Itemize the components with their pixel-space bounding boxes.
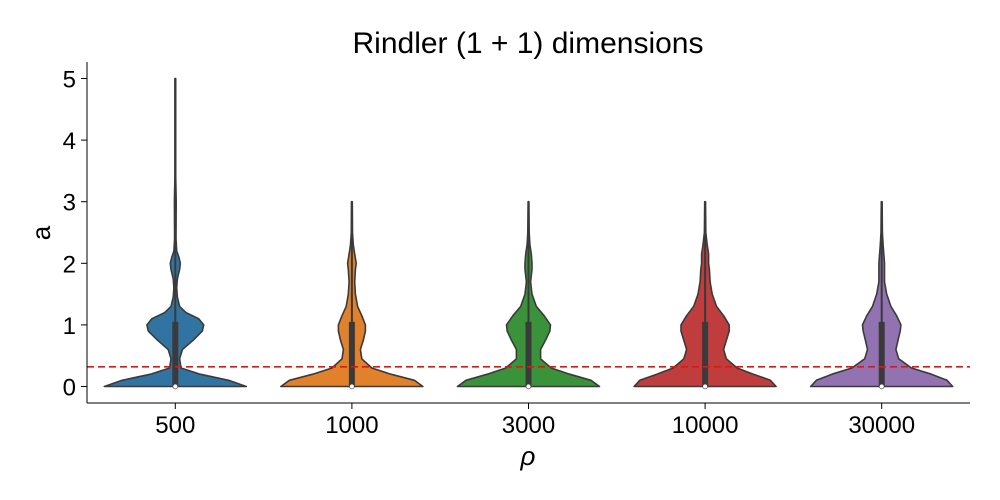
y-tick-label: 4 [63,128,76,155]
y-tick-label: 0 [63,375,76,402]
violin-median-dot [172,383,179,390]
y-ticks: 0 1 2 3 4 5 [63,67,87,402]
violin-median-dot [878,383,885,390]
violin-10000 [633,200,777,390]
x-tick-label: 10000 [672,412,739,439]
y-tick-label: 5 [63,67,76,94]
y-tick-label: 3 [63,190,76,217]
y-tick-label: 1 [63,313,76,340]
chart-title: Rindler (1 + 1) dimensions [353,27,704,60]
violin-30000 [809,200,954,390]
x-tick-label: 30000 [848,412,915,439]
x-axis-label: ρ [520,441,536,471]
violin-median-dot [702,383,708,390]
y-axis-label: a [26,225,56,240]
x-tick-label: 500 [155,412,195,439]
y-tick-label: 2 [63,251,76,278]
x-ticks: 500 1000 3000 10000 30000 [155,403,915,439]
violin-1000 [280,200,424,390]
x-tick-label: 3000 [502,412,555,439]
violins-group [103,77,954,390]
violin-3000 [456,200,601,390]
violin-median-dot [349,383,355,390]
violin-median-dot [525,383,532,390]
violin-500 [103,77,248,390]
x-tick-label: 1000 [325,412,378,439]
